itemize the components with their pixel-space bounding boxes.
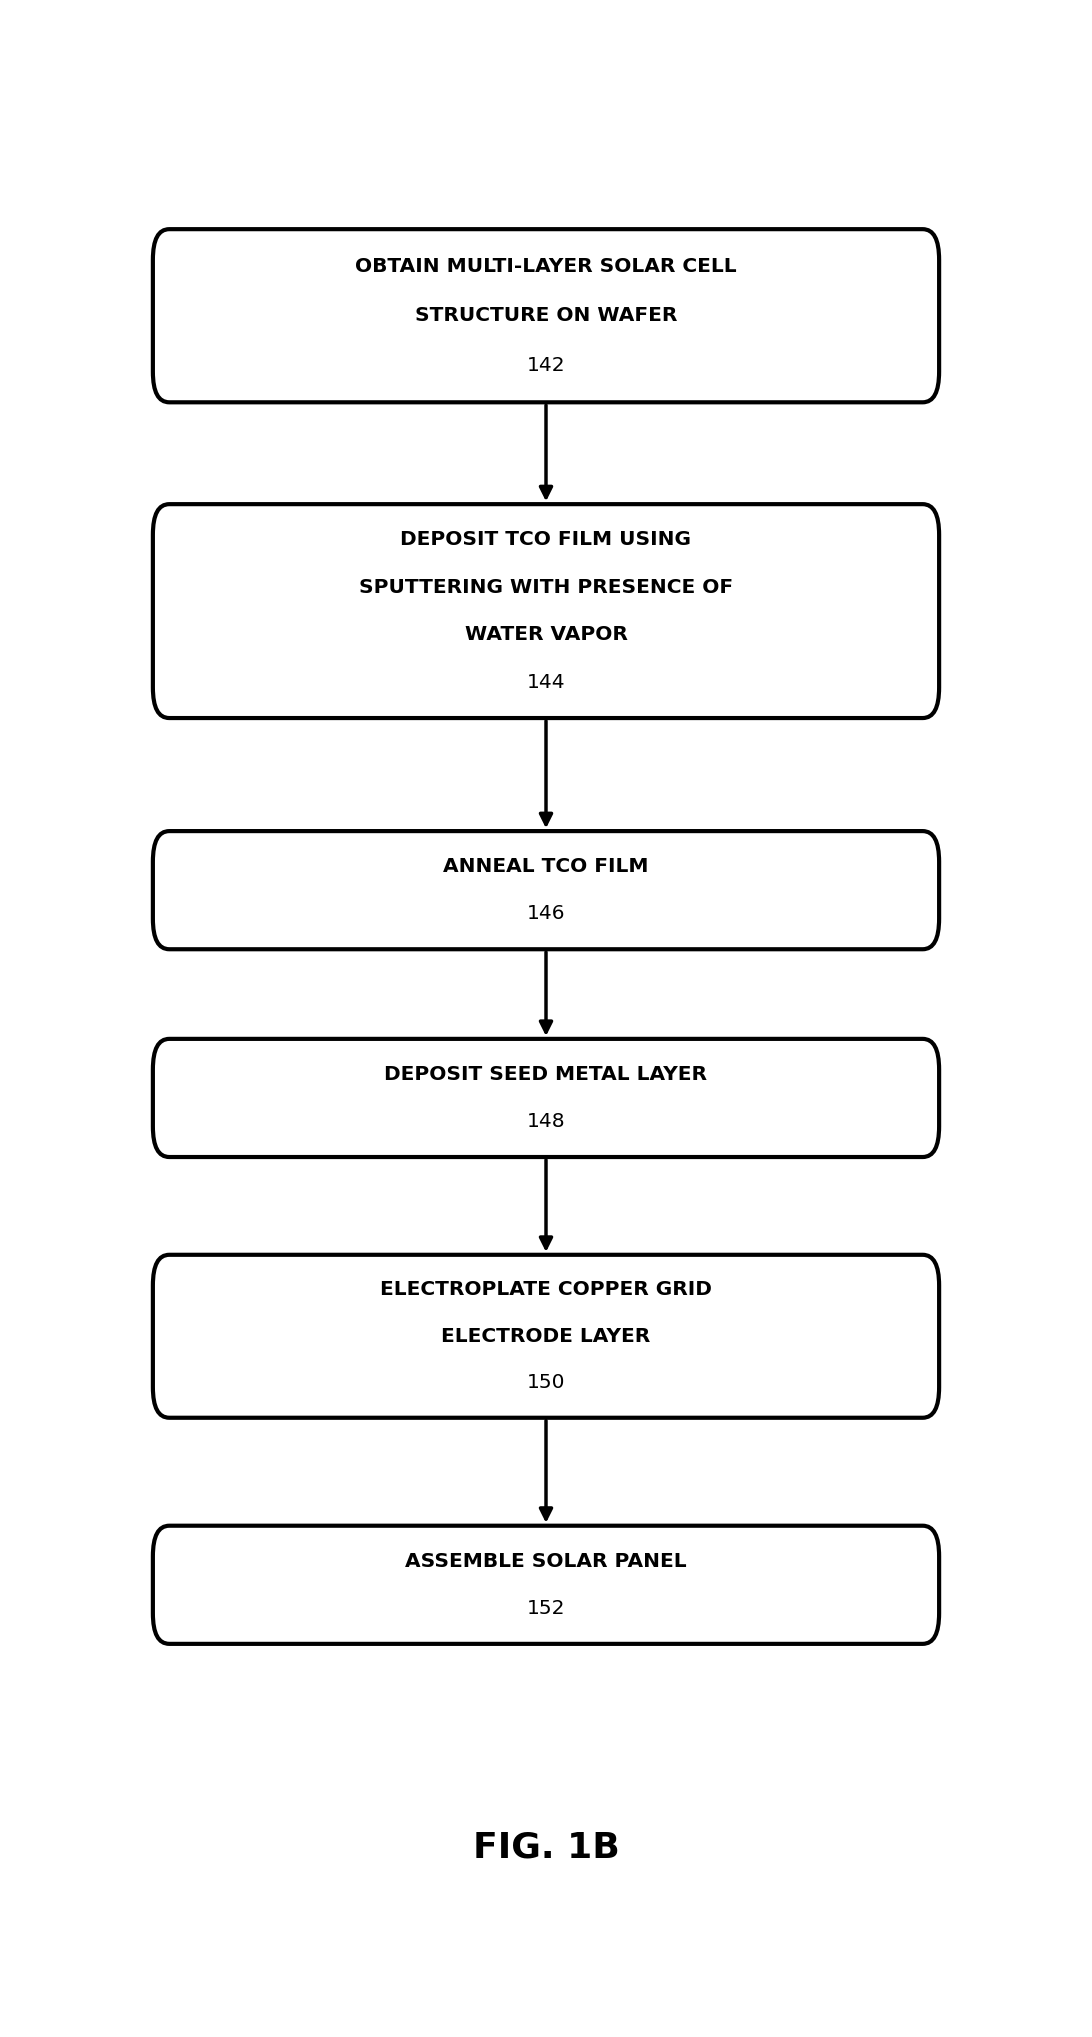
Text: 152: 152 [526,1599,566,1617]
Text: 142: 142 [526,356,566,375]
Text: 144: 144 [526,672,566,693]
Text: STRUCTURE ON WAFER: STRUCTURE ON WAFER [415,306,677,326]
Text: FIG. 1B: FIG. 1B [473,1831,619,1864]
FancyBboxPatch shape [153,1039,939,1157]
FancyBboxPatch shape [153,505,939,719]
Text: ANNEAL TCO FILM: ANNEAL TCO FILM [443,858,649,876]
Text: ASSEMBLE SOLAR PANEL: ASSEMBLE SOLAR PANEL [405,1552,687,1571]
Text: SPUTTERING WITH PRESENCE OF: SPUTTERING WITH PRESENCE OF [359,579,733,597]
Text: WATER VAPOR: WATER VAPOR [464,625,628,644]
FancyBboxPatch shape [153,230,939,403]
Text: 148: 148 [526,1112,566,1131]
Text: DEPOSIT SEED METAL LAYER: DEPOSIT SEED METAL LAYER [384,1065,708,1084]
FancyBboxPatch shape [153,1255,939,1418]
Text: ELECTRODE LAYER: ELECTRODE LAYER [441,1326,651,1346]
Text: 150: 150 [526,1373,566,1393]
Text: DEPOSIT TCO FILM USING: DEPOSIT TCO FILM USING [401,530,691,550]
Text: 146: 146 [526,904,566,923]
FancyBboxPatch shape [153,1526,939,1644]
Text: ELECTROPLATE COPPER GRID: ELECTROPLATE COPPER GRID [380,1279,712,1300]
Text: OBTAIN MULTI-LAYER SOLAR CELL: OBTAIN MULTI-LAYER SOLAR CELL [355,257,737,275]
FancyBboxPatch shape [153,831,939,949]
